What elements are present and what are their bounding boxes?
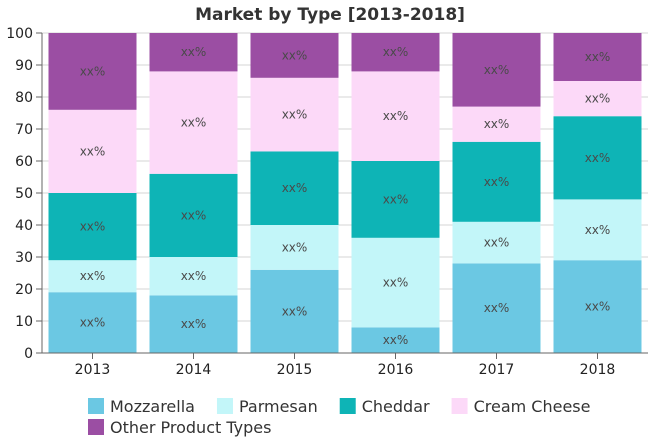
data-label: xx% xyxy=(181,317,207,331)
legend: Mozzarella Parmesan Cheddar Cream Cheese Oth… xyxy=(88,397,590,437)
data-label: xx% xyxy=(181,116,207,130)
y-tick-label: 50 xyxy=(15,186,33,202)
data-label: xx% xyxy=(383,333,409,347)
data-label: xx% xyxy=(181,269,207,283)
bar-segment xyxy=(149,295,238,353)
bar-segment xyxy=(351,33,440,72)
bar-segment xyxy=(351,71,440,161)
data-label: xx% xyxy=(484,301,510,315)
data-label: xx% xyxy=(383,109,409,123)
bar-segment xyxy=(149,71,238,174)
bar-segment xyxy=(452,221,541,264)
y-tick-label: 20 xyxy=(15,282,33,298)
legend-item: Cream Cheese xyxy=(474,397,591,416)
legend-swatch xyxy=(88,398,104,414)
data-label: xx% xyxy=(585,300,611,314)
data-label: xx% xyxy=(80,64,106,78)
bar-segment xyxy=(48,193,137,261)
data-label: xx% xyxy=(383,276,409,290)
data-label: xx% xyxy=(585,223,611,237)
bar-segment xyxy=(48,292,137,353)
bar-segment xyxy=(452,141,541,222)
legend-item: Parmesan xyxy=(239,397,318,416)
data-label: xx% xyxy=(585,151,611,165)
bar-segment xyxy=(351,161,440,238)
x-tick-label: 2013 xyxy=(75,362,111,378)
grid-lines xyxy=(42,32,648,354)
bar-segment xyxy=(250,77,339,152)
axes: 0 10 20 30 40 50 60 70 80 90 100 2013 2014 2015 2016 20… xyxy=(6,26,648,378)
legend-swatch xyxy=(451,398,468,414)
x-tick-label: 2014 xyxy=(176,362,212,378)
y-tick-label: 0 xyxy=(24,346,33,362)
y-tick-label: 30 xyxy=(15,250,33,266)
bar-segment xyxy=(452,33,541,107)
y-tick-label: 90 xyxy=(15,58,33,74)
x-tick-label: 2018 xyxy=(580,362,616,378)
bar-segment xyxy=(553,260,642,353)
y-tick-label: 70 xyxy=(15,122,33,138)
legend-item: Cheddar xyxy=(362,397,430,416)
data-label: xx% xyxy=(282,304,308,318)
data-label: xx% xyxy=(282,108,308,122)
data-label: xx% xyxy=(282,181,308,195)
bar-segment xyxy=(553,81,642,117)
data-label: xx% xyxy=(383,45,409,59)
bar-segment xyxy=(48,260,137,293)
bar-segment xyxy=(48,109,137,193)
bar-segment xyxy=(149,33,238,72)
data-label: xx% xyxy=(282,48,308,62)
bar-segment xyxy=(553,116,642,200)
data-label: xx% xyxy=(181,45,207,59)
y-tick-label: 80 xyxy=(15,90,33,106)
bar-segment xyxy=(452,106,541,142)
data-label: xx% xyxy=(484,175,510,189)
data-label: xx% xyxy=(80,144,106,158)
bar-segment xyxy=(553,33,642,81)
legend-swatch xyxy=(216,398,233,414)
data-label: xx% xyxy=(484,63,510,77)
y-tick-label: 60 xyxy=(15,154,33,170)
legend-item: Mozzarella xyxy=(110,397,195,416)
data-label: xx% xyxy=(80,269,106,283)
x-tick-label: 2016 xyxy=(378,362,414,378)
data-label: xx% xyxy=(484,236,510,250)
data-label: xx% xyxy=(383,192,409,206)
bar-segment xyxy=(250,225,339,270)
legend-swatch xyxy=(339,398,356,414)
data-label: xx% xyxy=(585,92,611,106)
y-tick-label: 10 xyxy=(15,314,33,330)
x-tick-label: 2017 xyxy=(479,362,515,378)
data-label: xx% xyxy=(80,220,106,234)
bar-segment xyxy=(250,269,339,353)
x-tick-label: 2015 xyxy=(277,362,313,378)
bar-segment xyxy=(452,263,541,353)
bar-segment xyxy=(48,33,137,110)
bar-segment xyxy=(250,33,339,78)
data-label: xx% xyxy=(181,208,207,222)
legend-item: Other Product Types xyxy=(110,418,271,437)
bar-segment xyxy=(250,151,339,225)
data-label: xx% xyxy=(282,240,308,254)
data-label: xx% xyxy=(585,50,611,64)
y-tick-label: 40 xyxy=(15,218,33,234)
chart-title: Market by Type [2013-2018] xyxy=(195,5,465,25)
bar-segment xyxy=(149,257,238,296)
y-tick-label: 100 xyxy=(6,26,33,42)
bars: xx% xx% xx% xx% xx% xx% xx% xx% xx% xx% xx% xx% xx% x… xyxy=(48,33,642,353)
bar-segment xyxy=(351,327,440,353)
bar-segment xyxy=(351,237,440,328)
data-label: xx% xyxy=(80,316,106,330)
bar-segment xyxy=(553,199,642,261)
legend-swatch xyxy=(88,419,104,435)
data-label: xx% xyxy=(484,117,510,131)
bar-segment xyxy=(149,173,238,257)
